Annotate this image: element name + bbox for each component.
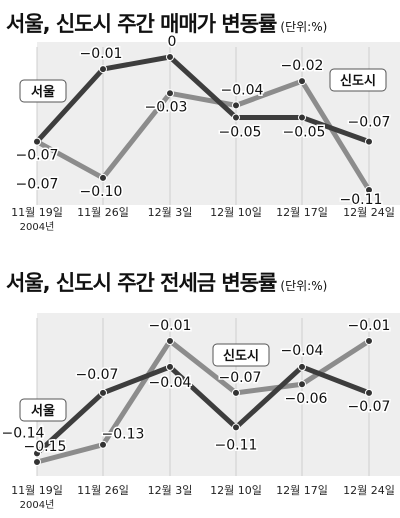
series-label-box [19, 79, 67, 103]
data-label: −0.07 [348, 115, 391, 131]
data-point [365, 137, 373, 146]
x-tick-label: 12월 10일 [210, 483, 262, 497]
line-plot: 11월 19일 11월 26일 12월 3일 12월 10일 12월 17일 12월 24… [11, 33, 400, 233]
data-label: −0.13 [102, 427, 145, 443]
unit-label: (단위:%) [280, 20, 328, 34]
data-label: −0.07 [219, 370, 262, 386]
data-point [298, 362, 306, 371]
series-line-seoul [35, 364, 370, 456]
series-name-label: 서울 [31, 403, 55, 419]
x-tick-label: 11월 19일 [11, 483, 63, 497]
series-line-seoul [35, 54, 370, 144]
data-point [298, 380, 306, 389]
data-point [99, 65, 107, 74]
series-name-label: 신도시 [223, 349, 259, 364]
series-line-newtown [36, 338, 371, 465]
x-tick-label: 11월 19일 [11, 205, 63, 219]
series-label-box [212, 343, 270, 367]
data-point [33, 449, 41, 458]
data-label: −0.01 [348, 318, 391, 334]
x-tick-label: 12월 24일 [343, 205, 395, 219]
x-tick-label: 12월 17일 [276, 483, 328, 497]
data-label: −0.01 [149, 318, 192, 334]
data-label: −0.05 [219, 124, 262, 140]
line-plot: 11월 19일 11월 26일 12월 3일 12월 10일 12월 17일 12월 24… [0, 313, 400, 511]
data-point [166, 89, 174, 98]
data-point [99, 173, 107, 182]
data-label: −0.11 [215, 437, 258, 453]
data-label: −0.04 [281, 343, 324, 359]
data-label: −0.07 [76, 367, 119, 383]
data-label: −0.11 [340, 192, 383, 208]
data-label: −0.07 [348, 399, 391, 415]
data-point [33, 137, 41, 146]
data-label: −0.01 [80, 46, 123, 62]
data-label: −0.04 [221, 82, 264, 98]
data-point [365, 388, 373, 397]
chart-title: 서울, 신도시 주간 전세금 변동률 (단위:%) [6, 271, 328, 295]
data-label: 0 [168, 34, 177, 50]
data-label: −0.14 [2, 425, 45, 441]
data-label: −0.07 [16, 177, 59, 193]
series-name-label: 신도시 [340, 74, 376, 89]
x-tick-label: 12월 3일 [148, 205, 193, 219]
series-line-newtown [35, 78, 372, 192]
x-tick-label: 12월 3일 [148, 483, 193, 497]
data-point [232, 388, 240, 397]
series-label-box [19, 398, 67, 422]
year-note: 2004년 [20, 221, 55, 233]
data-label: −0.15 [24, 439, 67, 455]
x-tick-label: 11월 26일 [77, 205, 129, 219]
data-point [99, 440, 107, 449]
chart-title: 서울, 신도시 주간 매매가 변동률 (단위:%) [6, 12, 328, 36]
data-point [99, 388, 107, 397]
data-point [166, 53, 174, 61]
data-label: −0.07 [16, 148, 59, 164]
chart-jeonse: 서울, 신도시 주간 전세금 변동률 (단위:%) 11월 19일 11월 26일 1… [0, 259, 400, 518]
data-label: −0.02 [281, 58, 324, 74]
chart-sale-price: 서울, 신도시 주간 매매가 변동률 (단위:%) 11월 19일 11월 26일 1… [6, 12, 400, 233]
x-tick-label: 12월 24일 [343, 483, 395, 497]
series-name-label: 서울 [31, 84, 55, 100]
data-label: −0.03 [145, 99, 188, 115]
data-point [298, 113, 306, 122]
x-tick-label: 11월 26일 [77, 483, 129, 497]
data-point [365, 186, 373, 194]
data-label: −0.04 [149, 375, 192, 391]
data-label: −0.05 [283, 124, 326, 140]
data-point [232, 423, 240, 432]
data-point [232, 113, 240, 122]
data-point [232, 101, 240, 110]
data-point [33, 458, 41, 466]
plot-background [37, 313, 400, 476]
series-label-box [329, 68, 387, 92]
unit-label: (단위:%) [280, 279, 328, 293]
x-tick-label: 12월 17일 [276, 205, 328, 219]
year-note: 2004년 [20, 499, 55, 511]
data-label: −0.10 [80, 184, 123, 200]
data-point [298, 77, 306, 86]
data-point [166, 337, 174, 345]
data-label: −0.06 [285, 391, 328, 407]
data-point [166, 362, 174, 371]
x-tick-label: 12월 10일 [210, 205, 262, 219]
data-point [365, 337, 373, 345]
